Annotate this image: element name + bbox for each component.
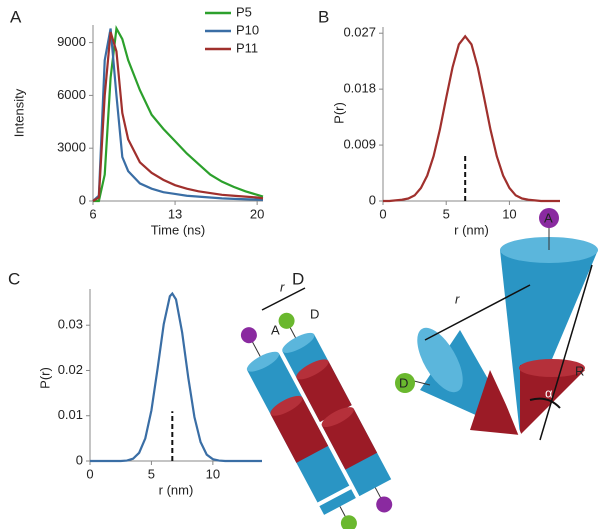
- y-tick-label: 0.027: [343, 25, 376, 40]
- diagram: D r A D r A D R α: [240, 208, 598, 529]
- distance-label: r: [280, 279, 285, 294]
- x-tick-label: 0: [86, 466, 93, 481]
- data-line: [383, 34, 560, 203]
- x-axis-label: Time (ns): [151, 222, 205, 237]
- y-tick-label: 0.009: [343, 137, 376, 152]
- y-tick-label: 0: [79, 192, 86, 207]
- data-line: [93, 25, 264, 203]
- legend-label: P11: [236, 40, 258, 55]
- length-label: R: [575, 363, 584, 378]
- y-tick-label: 0.03: [58, 317, 83, 332]
- y-tick-label: 9000: [57, 34, 86, 49]
- donor-label: D: [399, 375, 408, 390]
- x-tick-label: 6: [89, 206, 96, 221]
- distance-label: r: [455, 291, 460, 306]
- chart: B 0 0.009 0.018 0.027 0 5 10 r (nm) P(r): [318, 7, 560, 237]
- panel-label: D: [292, 269, 304, 288]
- acceptor-label: A: [271, 322, 280, 337]
- legend-label: P10: [236, 22, 259, 37]
- y-tick-label: 3000: [57, 140, 86, 155]
- x-tick-label: 0: [379, 206, 386, 221]
- chart: A 0 3000 6000 9000 6 13 20 Time (ns) Intensity P5 P…: [10, 4, 264, 237]
- x-tick-label: 5: [148, 466, 155, 481]
- y-tick-label: 0.01: [58, 407, 83, 422]
- panel-label: A: [10, 7, 22, 26]
- y-tick-label: 0.02: [58, 362, 83, 377]
- y-tick-label: 6000: [57, 87, 86, 102]
- x-tick-label: 20: [250, 206, 264, 221]
- legend-label: P5: [236, 4, 252, 19]
- data-line: [92, 31, 264, 202]
- y-axis-label: P(r): [37, 367, 52, 389]
- acceptor-label: A: [544, 210, 553, 225]
- x-axis-label: r (nm): [159, 482, 194, 497]
- y-tick-label: 0: [76, 452, 83, 467]
- angle-label: α: [545, 385, 553, 400]
- x-tick-label: 13: [168, 206, 182, 221]
- y-axis-label: P(r): [331, 102, 346, 124]
- panel-label: B: [318, 7, 329, 26]
- x-axis-label: r (nm): [454, 222, 489, 237]
- x-tick-label: 5: [443, 206, 450, 221]
- y-tick-label: 0.018: [343, 81, 376, 96]
- data-line: [90, 291, 262, 463]
- y-axis-label: Intensity: [11, 88, 26, 137]
- donor-label: D: [310, 306, 319, 321]
- x-tick-label: 10: [206, 466, 220, 481]
- y-tick-label: 0: [369, 192, 376, 207]
- data-line: [92, 28, 264, 202]
- x-tick-label: 10: [502, 206, 516, 221]
- cylinder-chain: [240, 312, 393, 529]
- panel-label: C: [8, 269, 20, 288]
- chart: C 0 0.01 0.02 0.03 0 5 10 r (nm) P(r): [8, 269, 262, 497]
- cones: [395, 208, 598, 436]
